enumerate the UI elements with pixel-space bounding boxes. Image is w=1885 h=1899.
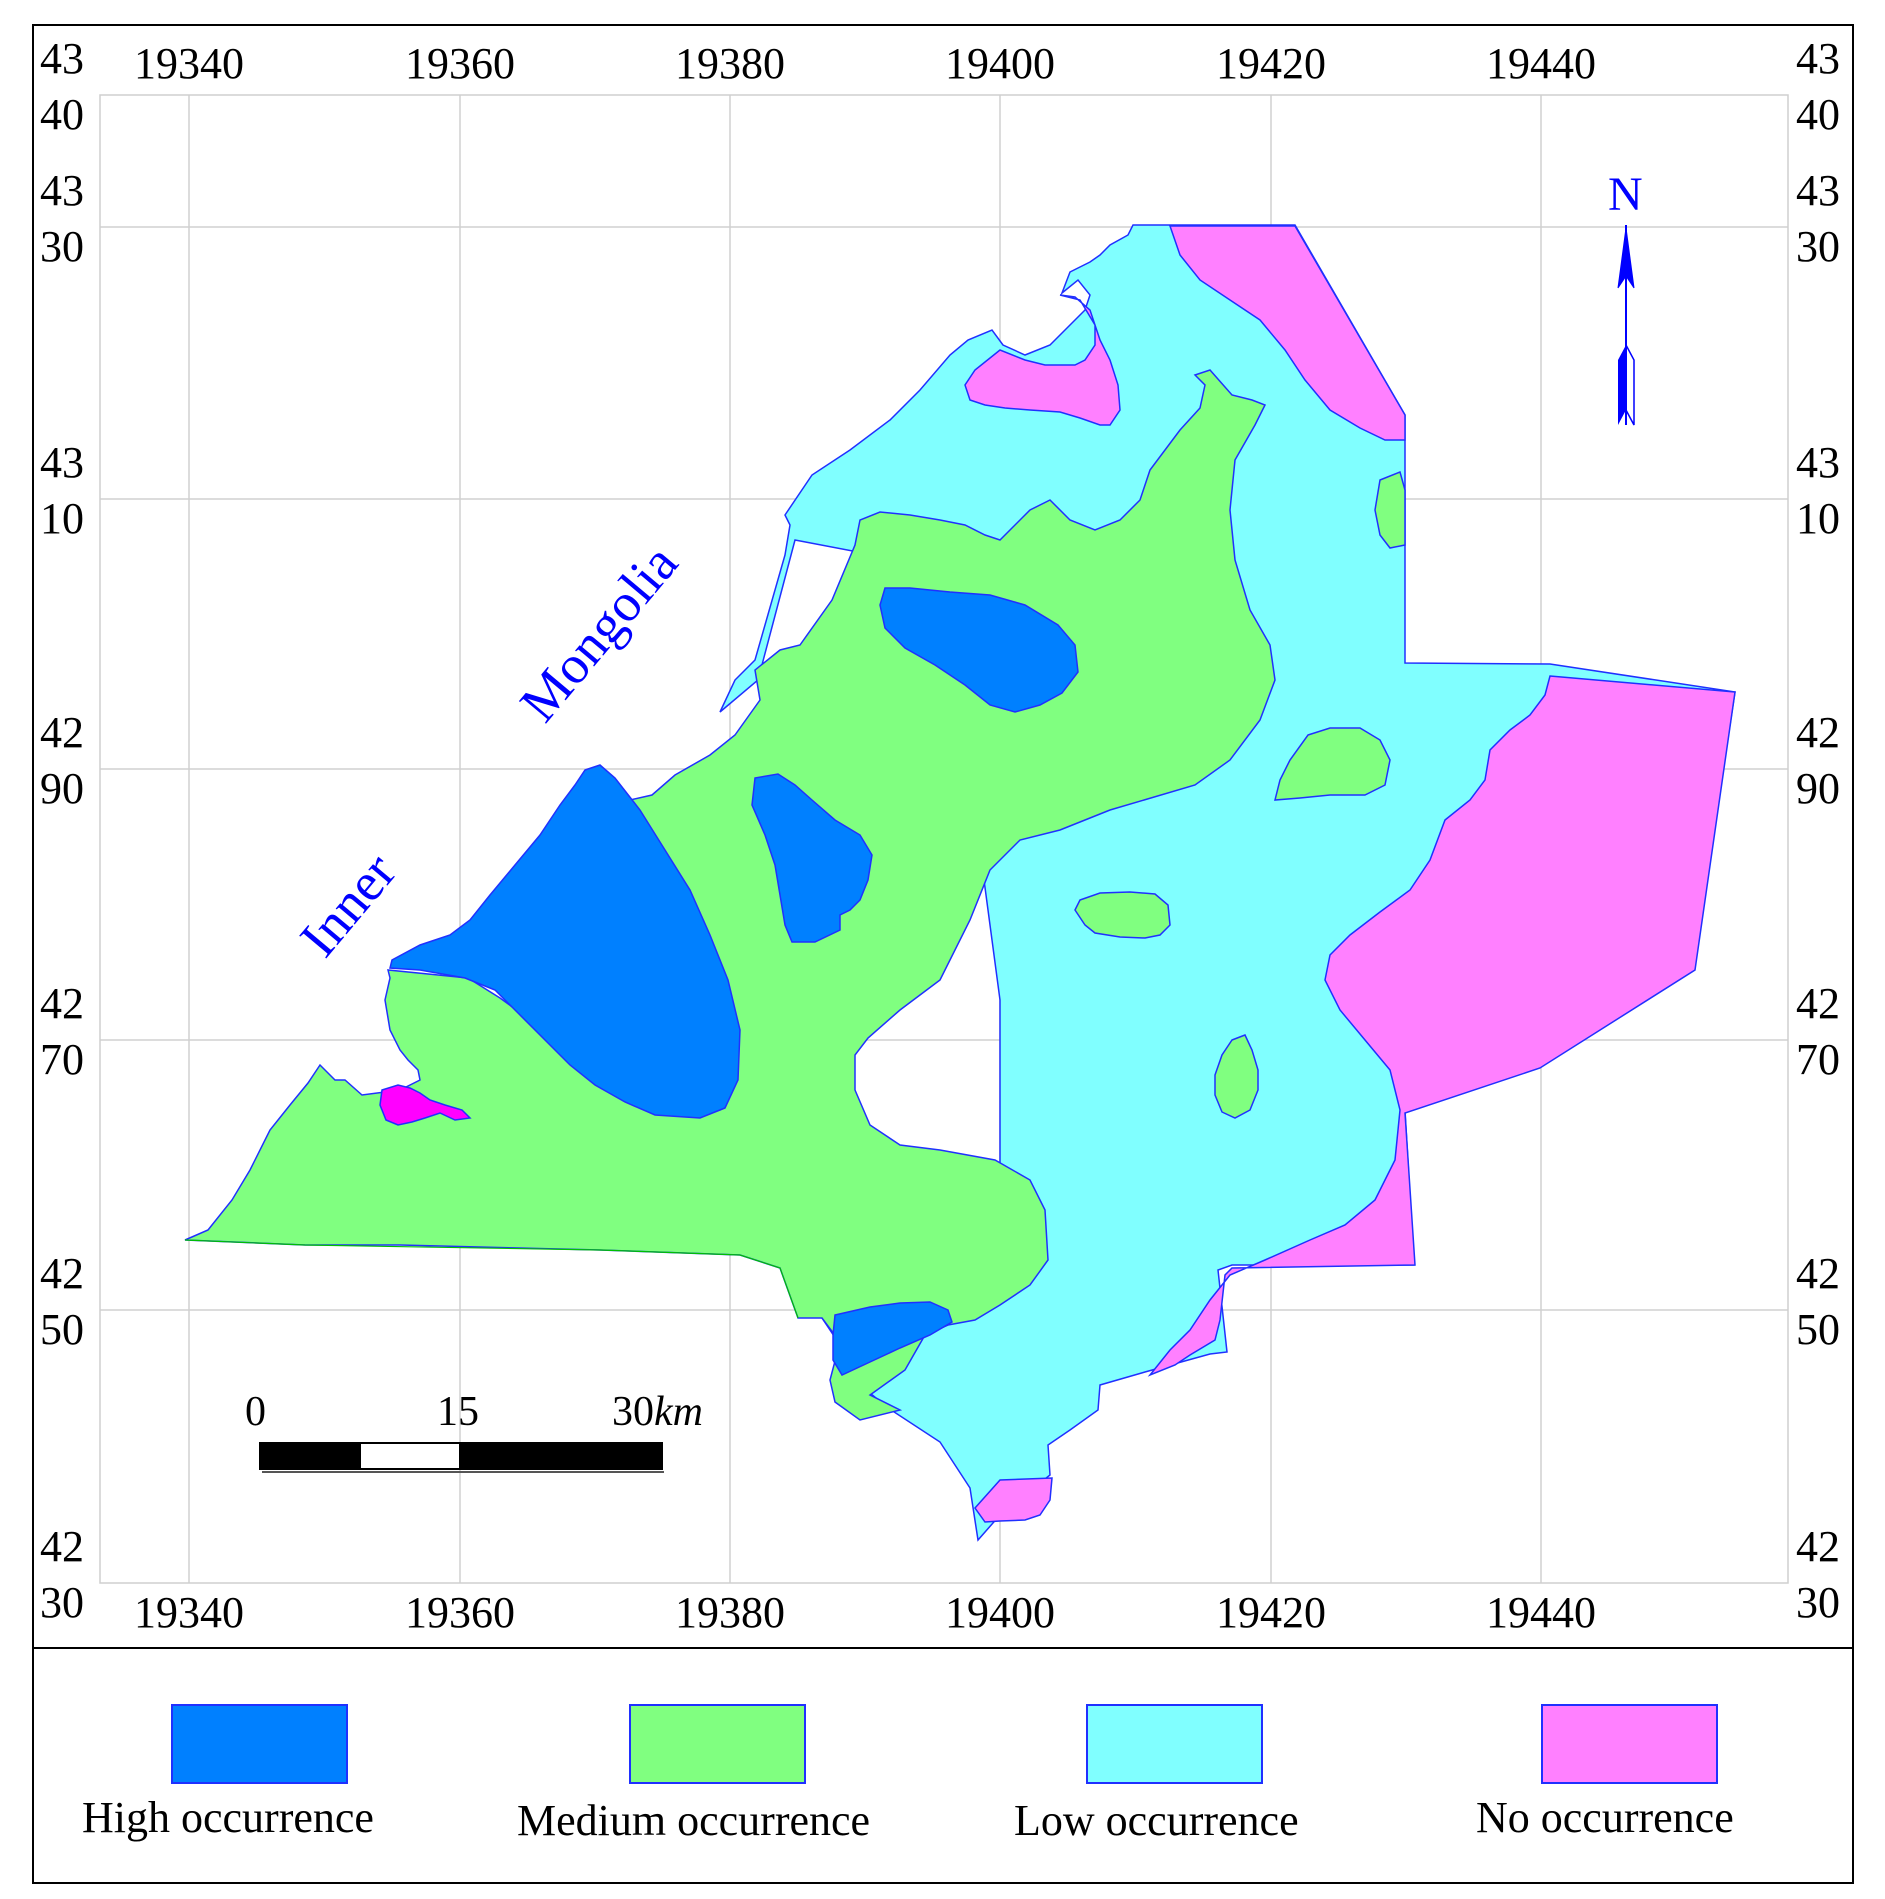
scale-label-15: 15 — [437, 1389, 479, 1435]
y-tick-right-bottom: 50 — [1796, 1305, 1840, 1354]
y-tick-left-bottom: 30 — [40, 222, 84, 271]
x-tick-bottom: 19440 — [1486, 1588, 1596, 1637]
legend: High occurrence Medium occurrence Low oc… — [82, 1704, 1734, 1845]
legend-label-low: Low occurrence — [1014, 1796, 1299, 1845]
x-tick-top: 19400 — [945, 39, 1055, 88]
y-tick-right-bottom: 30 — [1796, 1578, 1840, 1627]
region-medium-island-4 — [1214, 1034, 1259, 1119]
y-tick-left-top: 42 — [40, 979, 84, 1028]
y-tick-right-top: 43 — [1796, 34, 1840, 83]
region-high-occurrence-s — [832, 1301, 953, 1376]
legend-swatch-medium — [629, 1704, 806, 1784]
y-tick-left-top: 42 — [40, 708, 84, 757]
region-high-occurrence-c — [751, 773, 873, 943]
y-tick-right-top: 42 — [1796, 1249, 1840, 1298]
legend-swatch-none — [1541, 1704, 1718, 1784]
y-tick-right-top: 42 — [1796, 708, 1840, 757]
y-axis-ticks-right: 43 40 43 30 43 10 42 90 42 70 42 50 42 30 — [1796, 34, 1840, 1627]
x-axis-ticks-top: 19340 19360 19380 19400 19420 19440 — [134, 39, 1596, 88]
y-tick-left-top: 43 — [40, 166, 84, 215]
legend-swatch-high — [171, 1704, 348, 1784]
legend-swatch-low — [1086, 1704, 1263, 1784]
y-tick-right-bottom: 30 — [1796, 222, 1840, 271]
legend-label-none: No occurrence — [1476, 1793, 1734, 1842]
x-tick-bottom: 19340 — [134, 1588, 244, 1637]
place-label-inner: Inner — [288, 842, 407, 968]
y-tick-right-top: 43 — [1796, 438, 1840, 487]
y-tick-left-top: 43 — [40, 34, 84, 83]
map-frame — [32, 24, 1854, 1884]
region-medium-island-1 — [1374, 470, 1406, 549]
x-tick-top: 19380 — [675, 39, 785, 88]
region-no-occurrence-s — [974, 1477, 1053, 1523]
y-tick-left-bottom: 90 — [40, 764, 84, 813]
y-tick-right-bottom: 70 — [1796, 1035, 1840, 1084]
x-tick-bottom: 19420 — [1216, 1588, 1326, 1637]
x-tick-bottom: 19360 — [405, 1588, 515, 1637]
y-tick-left-top: 43 — [40, 438, 84, 487]
north-arrow: N — [1608, 168, 1643, 426]
scale-unit: km — [654, 1389, 703, 1435]
x-tick-top: 19420 — [1216, 39, 1326, 88]
region-medium-island-2 — [1274, 727, 1391, 801]
legend-label-high: High occurrence — [82, 1793, 374, 1842]
y-tick-left-bottom: 40 — [40, 90, 84, 139]
y-tick-left-top: 42 — [40, 1249, 84, 1298]
x-axis-ticks-bottom: 19340 19360 19380 19400 19420 19440 — [134, 1588, 1596, 1637]
y-axis-ticks-left: 43 40 43 30 43 10 42 90 42 70 42 50 42 30 — [40, 34, 84, 1627]
region-no-occurrence-n — [964, 294, 1121, 426]
region-no-occurrence-w — [379, 1084, 472, 1126]
scale-label-0: 0 — [245, 1389, 266, 1435]
y-tick-right-bottom: 40 — [1796, 90, 1840, 139]
region-high-occurrence-n — [879, 587, 1079, 713]
y-tick-right-bottom: 10 — [1796, 494, 1840, 543]
x-tick-bottom: 19380 — [675, 1588, 785, 1637]
x-tick-top: 19360 — [405, 39, 515, 88]
x-tick-top: 19440 — [1486, 39, 1596, 88]
region-medium-island-3 — [1074, 891, 1171, 939]
y-tick-left-bottom: 70 — [40, 1035, 84, 1084]
y-tick-right-top: 43 — [1796, 166, 1840, 215]
place-label-mongolia: Mongolia — [508, 533, 689, 732]
region-no-occurrence-e — [1147, 675, 1736, 1377]
y-tick-left-bottom: 50 — [40, 1305, 84, 1354]
y-tick-left-bottom: 30 — [40, 1578, 84, 1627]
y-tick-left-bottom: 10 — [40, 494, 84, 543]
x-tick-bottom: 19400 — [945, 1588, 1055, 1637]
y-tick-right-top: 42 — [1796, 1522, 1840, 1571]
region-no-occurrence-ne — [1168, 225, 1406, 441]
study-area-boundary — [184, 1239, 799, 1319]
scale-bar: 0 15 30km — [245, 1389, 703, 1473]
scale-label-30: 30km — [612, 1389, 703, 1435]
legend-label-medium: Medium occurrence — [517, 1796, 870, 1845]
y-tick-right-bottom: 90 — [1796, 764, 1840, 813]
x-tick-top: 19340 — [134, 39, 244, 88]
north-arrow-label: N — [1608, 168, 1643, 221]
region-high-occurrence-w — [389, 764, 741, 1119]
y-tick-left-top: 42 — [40, 1522, 84, 1571]
map-inner-frame — [99, 94, 1789, 1584]
y-tick-right-top: 42 — [1796, 979, 1840, 1028]
